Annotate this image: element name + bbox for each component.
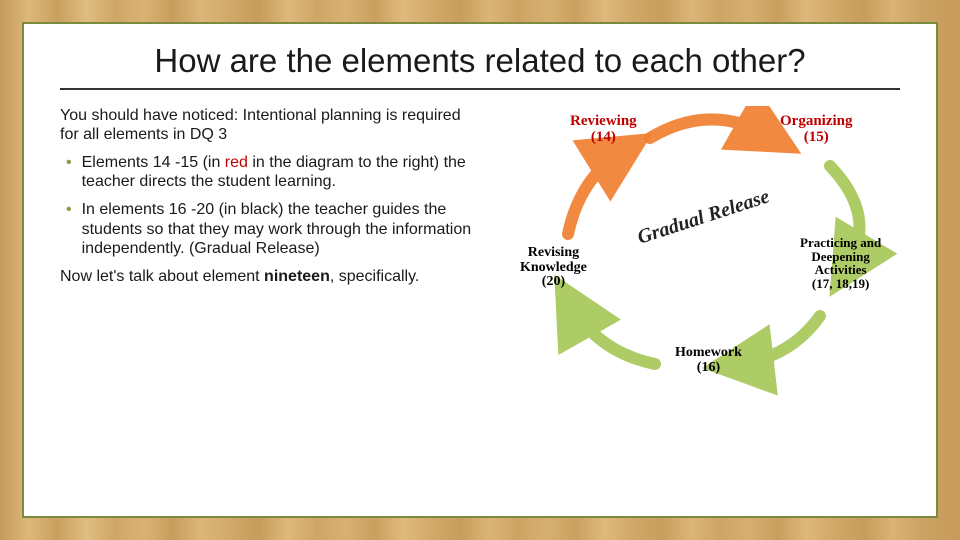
node-name: Reviewing [570, 114, 637, 130]
node-number: (20) [520, 275, 587, 290]
bullet-1-text: Elements 14 -15 (in red in the diagram t… [82, 153, 480, 192]
right-column: Reviewing(14) Organizing(15) Practicing an… [500, 106, 900, 396]
node-name: Practicing andDeepeningActivities [800, 236, 881, 277]
closing-text: Now let's talk about element nineteen, s… [60, 267, 480, 287]
slide-title: How are the elements related to each oth… [60, 42, 900, 90]
diagram-node-homework: Homework(16) [675, 346, 742, 375]
bullet-marker: • [66, 153, 72, 192]
node-number: (16) [675, 361, 742, 376]
bullet-1: • Elements 14 -15 (in red in the diagram… [60, 153, 480, 192]
closing-pre: Now let's talk about element [60, 268, 264, 285]
cycle-arrow [738, 316, 820, 364]
content-columns: You should have noticed: Intentional pla… [60, 106, 900, 396]
intro-text: You should have noticed: Intentional pla… [60, 106, 480, 145]
bullet-marker: • [66, 200, 72, 259]
bullet-1-pre: Elements 14 -15 (in [82, 154, 225, 171]
closing-bold: nineteen [264, 268, 330, 285]
bullet-1-red: red [225, 154, 248, 171]
node-name: RevisingKnowledge [520, 246, 587, 275]
slide-card: How are the elements related to each oth… [22, 22, 938, 518]
diagram-node-reviewing: Reviewing(14) [570, 114, 637, 146]
node-name: Organizing [780, 114, 853, 130]
node-number: (14) [570, 130, 637, 146]
bullet-2-text: In elements 16 -20 (in black) the teache… [82, 200, 480, 259]
diagram-node-organizing: Organizing(15) [780, 114, 853, 146]
cycle-arrow [568, 152, 622, 234]
node-number: (15) [780, 130, 853, 146]
node-number: (17, 18,19) [800, 277, 881, 291]
diagram-node-practicing: Practicing andDeepeningActivities(17, 18… [800, 236, 881, 291]
bullet-2: • In elements 16 -20 (in black) the teac… [60, 200, 480, 259]
left-column: You should have noticed: Intentional pla… [60, 106, 480, 396]
diagram-node-revising: RevisingKnowledge(20) [520, 246, 587, 290]
node-name: Homework [675, 346, 742, 361]
gradual-release-diagram: Reviewing(14) Organizing(15) Practicing an… [500, 106, 900, 396]
cycle-arrow [572, 306, 655, 364]
cycle-arrow [650, 119, 770, 138]
closing-post: , specifically. [330, 268, 420, 285]
